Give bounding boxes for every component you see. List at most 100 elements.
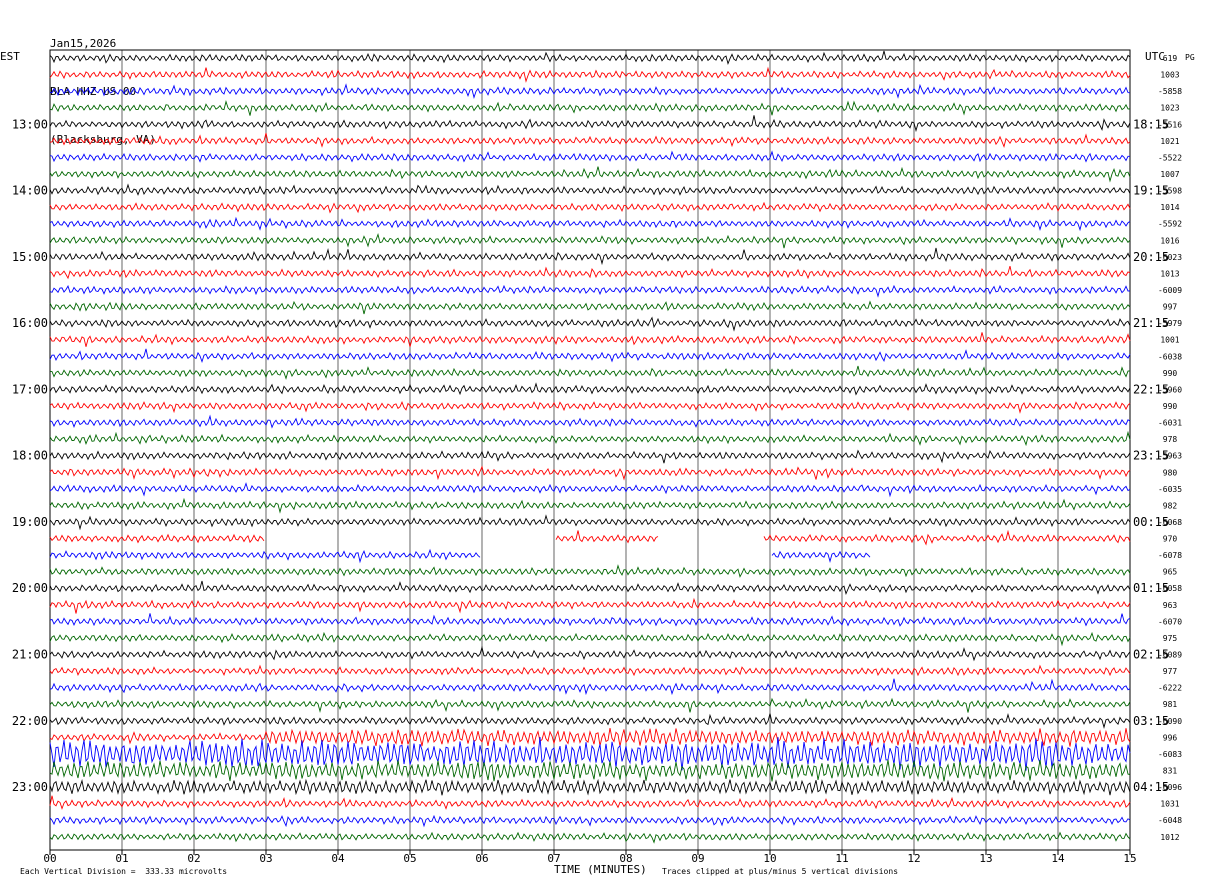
right-value-label: -5598 [1158,187,1182,196]
plot-frame [49,49,1131,851]
trace-line [49,597,1131,614]
trace-line [49,201,1131,214]
x-axis-title: TIME (MINUTES) [554,863,647,876]
right-value-label: -5522 [1158,153,1182,162]
x-tick-label: 15 [1123,852,1136,865]
right-value-label: -6222 [1158,684,1182,693]
right-value-label: 990 [1163,369,1178,378]
right-value-label: 978 [1163,435,1178,444]
left-hour-label: 21:00 [12,648,48,662]
left-hour-label: 13:00 [12,117,48,131]
trace-line [49,580,1131,595]
trace-line [49,50,1131,66]
right-value-label: -6068 [1158,518,1182,527]
right-timezone-label: UTC [1145,50,1165,63]
x-tick-label: 06 [475,852,488,865]
right-value-label: 1021 [1160,137,1179,146]
right-value-label: 1016 [1160,236,1179,245]
trace-line [49,497,1131,514]
left-hour-label: 22:00 [12,714,48,728]
right-value-label: 1007 [1160,170,1179,179]
right-value-label: 1003 [1160,71,1179,80]
right-hour-label: 01:15 [1133,581,1169,595]
x-tick-label: 08 [619,852,632,865]
left-hour-label: 16:00 [12,316,48,330]
right-hour-label: 22:15 [1133,382,1169,396]
axis-labels: 00 01 02 03 04 05 06 07 08 09 10 11 12 13 14 15 619 1003 -… [0,50,1195,865]
right-value-label: 1023 [1160,104,1179,113]
x-tick-label: 03 [259,852,272,865]
trace-line [49,66,1131,83]
right-hour-label: 00:15 [1133,515,1169,529]
right-value-label: -5592 [1158,220,1182,229]
trace-line [49,132,1131,149]
trace-line [49,232,1131,249]
trace-line [49,247,1131,266]
right-value-label: 980 [1163,468,1178,477]
right-value-label: -5960 [1158,385,1182,394]
right-hour-label: 02:15 [1133,648,1169,662]
right-hour-label: 04:15 [1133,780,1169,794]
trace-line [49,713,1131,730]
right-value-label: -6031 [1158,419,1182,428]
x-tick-label: 04 [331,852,345,865]
trace-line [49,348,1131,364]
right-value-label: -6038 [1158,352,1182,361]
right-value-label: 965 [1163,568,1178,577]
division-note: Each Vertical Division = 333.33 microvol… [20,867,228,876]
trace-line [49,265,1131,280]
trace-line [49,736,1131,771]
right-hour-label: 18:15 [1133,117,1169,131]
right-column-label: PG [1185,53,1195,62]
trace-line [49,284,1131,298]
right-value-label: 970 [1163,535,1178,544]
right-hour-label: 03:15 [1133,714,1169,728]
right-value-label: 963 [1163,601,1178,610]
x-tick-label: 13 [979,852,992,865]
trace-line [49,529,1131,546]
x-tick-label: 07 [547,852,560,865]
trace-line [49,465,1131,481]
right-value-label: 1013 [1160,269,1179,278]
trace-line [49,645,1131,662]
trace-line [49,166,1131,183]
trace-line [49,831,1131,844]
x-tick-label: 00 [43,852,56,865]
left-timezone-label: EST [0,50,20,63]
right-hour-label: 20:15 [1133,250,1169,264]
right-value-label: -6078 [1158,551,1182,560]
right-value-label: 990 [1163,402,1178,411]
trace-line [49,482,1131,498]
trace-line [49,449,1131,464]
right-value-label: -5858 [1158,87,1182,96]
trace-line [49,300,1131,315]
trace-line [49,332,1131,347]
x-tick-label: 02 [187,852,200,865]
x-tick-label: 10 [763,852,776,865]
right-value-label: -6096 [1158,783,1182,792]
trace-line [49,514,1131,531]
left-hour-label: 14:00 [12,184,48,198]
trace-line [49,795,1131,810]
left-hour-label: 17:00 [12,382,48,396]
trace-line [49,414,1131,429]
left-hour-label: 15:00 [12,250,48,264]
x-tick-label: 14 [1051,852,1065,865]
right-value-label: -6083 [1158,750,1182,759]
trace-line [49,401,1131,414]
left-hour-label: 20:00 [12,581,48,595]
left-hour-label: 19:00 [12,515,48,529]
left-hour-label: 23:00 [12,780,48,794]
trace-line [49,613,1131,627]
right-value-label: 1012 [1160,833,1179,842]
trace-line [49,365,1131,380]
right-value-label: -6035 [1158,485,1182,494]
right-value-label: -5963 [1158,452,1182,461]
x-tick-label: 12 [907,852,920,865]
right-value-label: 981 [1163,700,1178,709]
trace-line [49,631,1131,647]
plot-grid [49,49,1131,855]
trace-line [49,664,1131,677]
right-value-label: 975 [1163,634,1178,643]
